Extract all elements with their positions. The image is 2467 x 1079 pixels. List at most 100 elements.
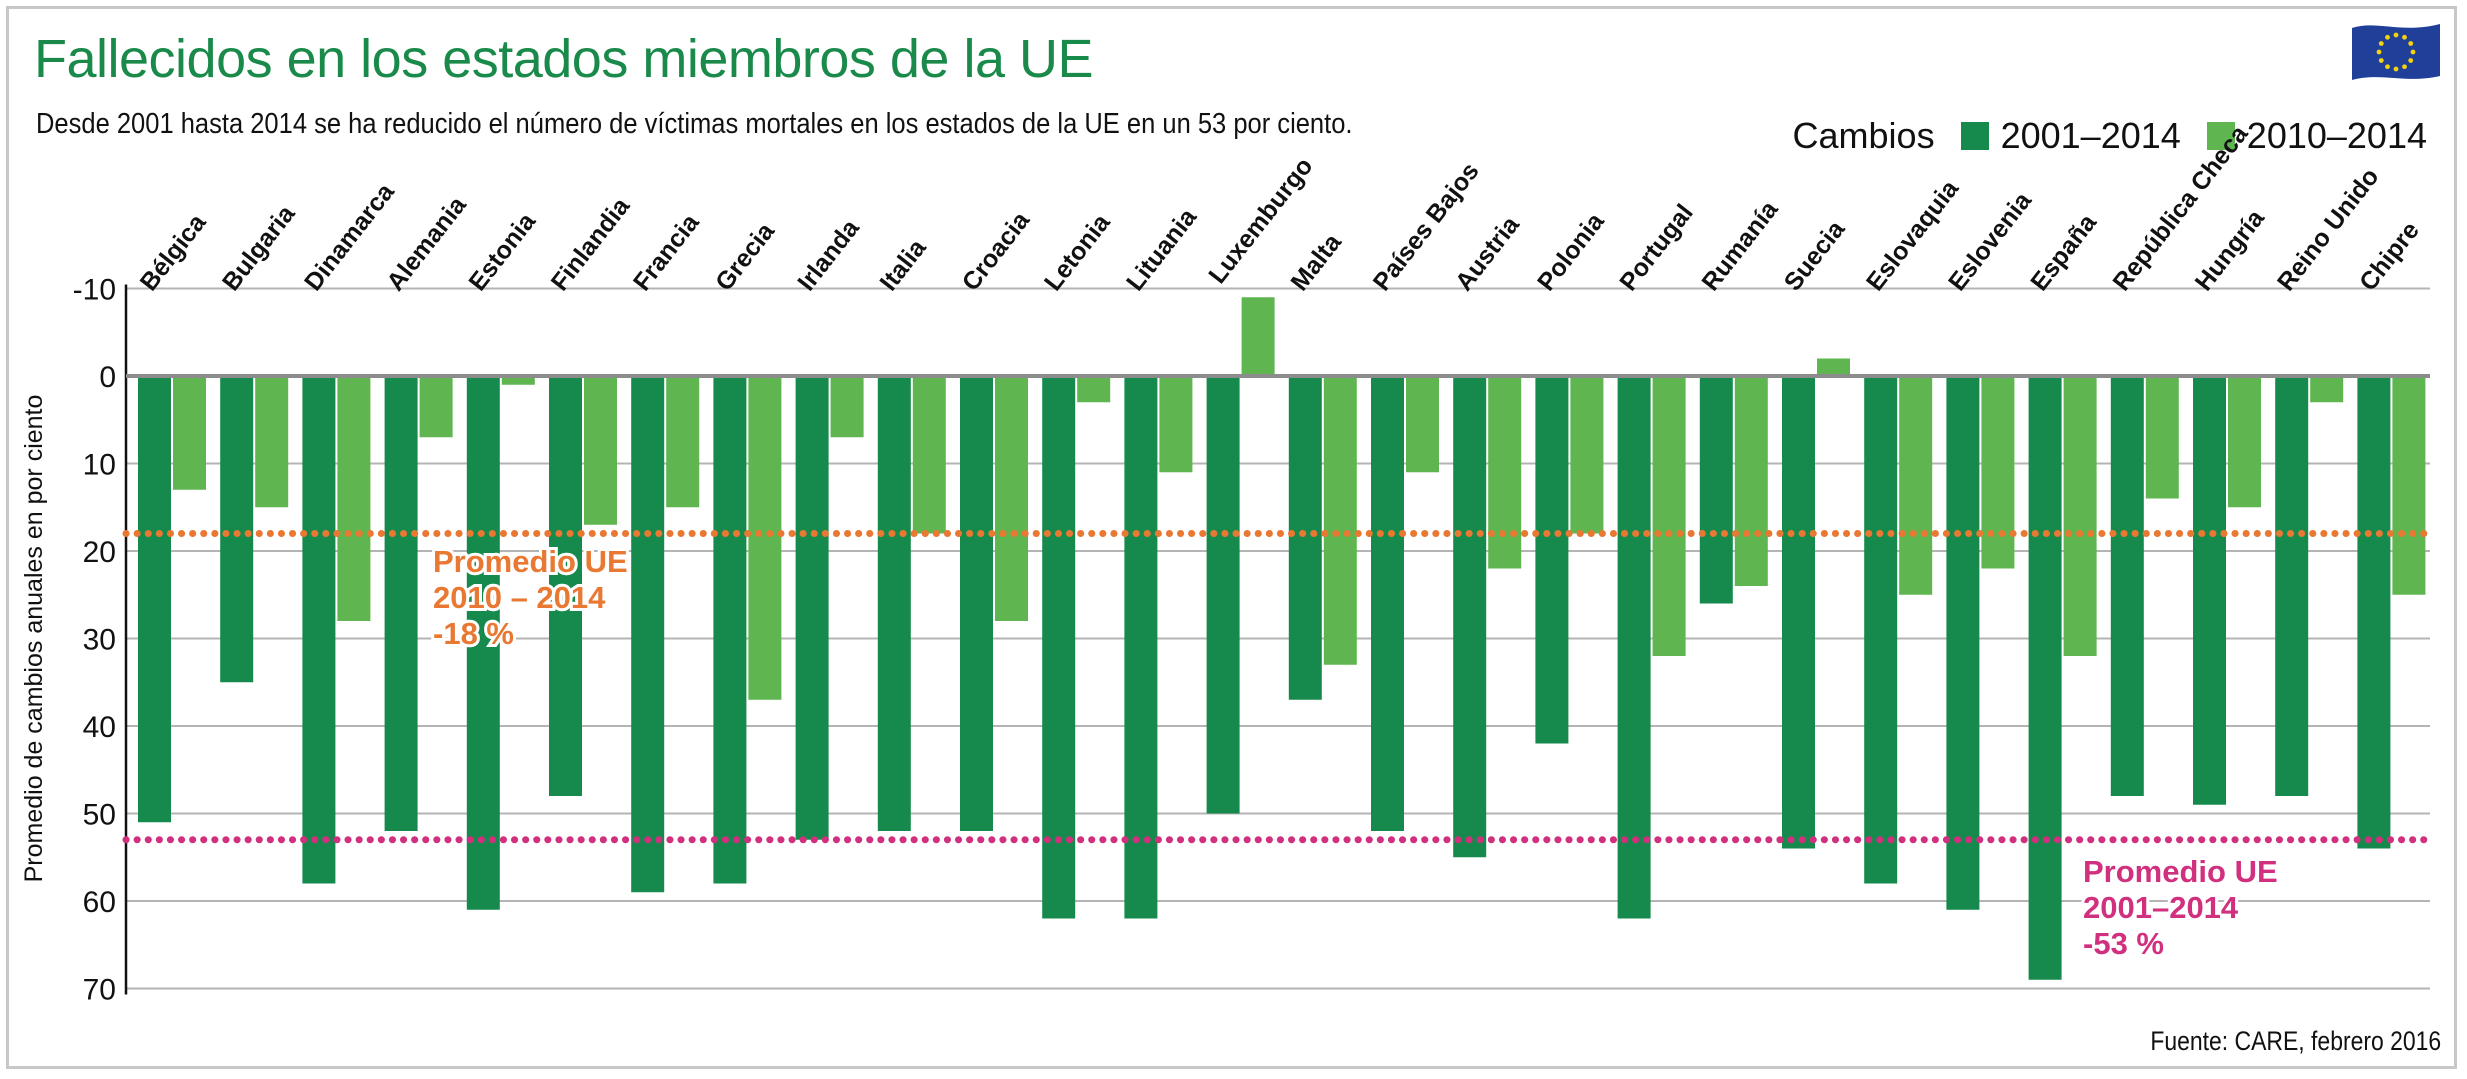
bar-2001-2014	[1453, 376, 1487, 858]
category-label: Chipre	[2354, 216, 2425, 296]
legend-swatch-2010-2014	[2206, 122, 2235, 150]
bar-2001-2014	[1864, 376, 1898, 884]
y-tick-label: 20	[83, 536, 116, 569]
category-label: Austria	[1450, 210, 1526, 296]
reference-label-line: 2001–2014	[2083, 890, 2239, 925]
category-label: Estonia	[463, 207, 541, 296]
bar-2010-2014	[255, 376, 289, 508]
bar-2001-2014	[2193, 376, 2226, 805]
flag-star	[2385, 34, 2390, 40]
bar-2001-2014	[384, 376, 418, 831]
bar-2010-2014	[1159, 376, 1193, 473]
bar-2001-2014	[877, 376, 911, 831]
bar-2001-2014	[1535, 376, 1569, 744]
category-label: Polonia	[1532, 207, 1610, 296]
category-label: Grecia	[710, 217, 781, 296]
bar-2001-2014	[138, 376, 171, 823]
bar-2001-2014	[1124, 376, 1158, 919]
reference-label-line: -18 %	[433, 616, 514, 651]
bar-2001-2014	[1699, 376, 1733, 604]
y-tick-label: 60	[83, 886, 116, 919]
flag-star	[2378, 41, 2384, 46]
bar-2010-2014	[1652, 376, 1686, 656]
category-label: Portugal	[1614, 199, 1698, 296]
bar-2010-2014	[2310, 376, 2344, 403]
flag-star	[2376, 49, 2382, 55]
page-title: Fallecidos en los estados miembros de la…	[34, 29, 1094, 89]
category-label: Hungría	[2190, 204, 2271, 297]
category-label: Croacia	[957, 206, 1036, 296]
flag-star	[2408, 58, 2414, 63]
category-label: Eslovenia	[1943, 186, 2038, 296]
bar-2010-2014	[1817, 358, 1850, 376]
category-label: Malta	[1285, 228, 1347, 296]
page-subtitle: Desde 2001 hasta 2014 se ha reducido el …	[36, 108, 1353, 140]
source-note: Fuente: CARE, febrero 2016	[2150, 1026, 2441, 1056]
category-label: Alemania	[381, 190, 472, 296]
category-label: Letonia	[1039, 208, 1116, 296]
bar-2010-2014	[501, 376, 535, 385]
y-tick-label: 0	[99, 361, 116, 394]
legend-label: Cambios	[1792, 115, 1935, 156]
flag-star	[2393, 32, 2399, 38]
bar-2001-2014	[1371, 376, 1404, 831]
flag-star	[2402, 64, 2407, 70]
category-label: Suecia	[1779, 215, 1851, 297]
reference-label-line: 2010 – 2014	[433, 580, 606, 615]
y-tick-label: 30	[83, 624, 116, 657]
category-label: Finlandia	[546, 192, 636, 297]
bar-2010-2014	[1488, 376, 1522, 569]
bar-2010-2014	[337, 376, 371, 621]
flag-star	[2378, 58, 2384, 63]
bar-2010-2014	[1241, 297, 1275, 376]
bar-2001-2014	[1206, 376, 1240, 814]
bar-2001-2014	[1617, 376, 1651, 919]
bar-2001-2014	[2028, 376, 2062, 980]
category-label: Bulgaria	[217, 199, 301, 296]
y-tick-label: 40	[83, 711, 116, 744]
bar-2010-2014	[830, 376, 864, 438]
bar-2001-2014	[795, 376, 829, 840]
y-tick-label: 10	[83, 449, 116, 482]
category-label: España	[2025, 208, 2102, 296]
bar-2001-2014	[1042, 376, 1076, 919]
bar-2010-2014	[1323, 376, 1357, 665]
legend: Cambios 2001–2014 2010–2014	[1793, 114, 2427, 158]
flag-star	[2393, 66, 2399, 72]
legend-entry-2001-2014: 2001–2014	[1960, 115, 2181, 157]
legend-text-2010-2014: 2010–2014	[2246, 115, 2427, 156]
bar-2001-2014	[631, 376, 665, 893]
flag-star	[2410, 49, 2416, 55]
bar-2010-2014	[1734, 376, 1768, 586]
bar-2010-2014	[995, 376, 1028, 621]
bar-2001-2014	[1946, 376, 1980, 910]
bar-2010-2014	[1406, 376, 1439, 473]
bar-2010-2014	[584, 376, 617, 525]
bar-2001-2014	[960, 376, 993, 831]
flag-star	[2402, 34, 2407, 40]
category-label: Rumanía	[1696, 195, 1784, 296]
legend-entry-2010-2014: 2010–2014	[2206, 115, 2427, 157]
flag-star	[2385, 64, 2390, 70]
legend-text-2001-2014: 2001–2014	[2000, 115, 2181, 156]
bar-2010-2014	[1077, 376, 1111, 403]
category-label: Irlanda	[792, 213, 865, 296]
flag-star	[2408, 41, 2414, 46]
y-tick-label: -10	[73, 274, 116, 307]
bar-2010-2014	[2063, 376, 2097, 656]
legend-swatch-2001-2014	[1960, 122, 1989, 150]
bar-2010-2014	[2145, 376, 2179, 499]
bar-2010-2014	[1570, 376, 1604, 534]
bar-2001-2014	[2357, 376, 2391, 849]
reference-label-line: Promedio UE	[433, 544, 628, 579]
bar-2001-2014	[302, 376, 336, 884]
bar-2010-2014	[912, 376, 946, 534]
bar-2010-2014	[666, 376, 700, 508]
category-label: Bélgica	[135, 208, 212, 296]
category-label: Lituania	[1121, 203, 1203, 297]
bar-2001-2014	[2110, 376, 2144, 796]
bar-2001-2014	[2275, 376, 2309, 796]
